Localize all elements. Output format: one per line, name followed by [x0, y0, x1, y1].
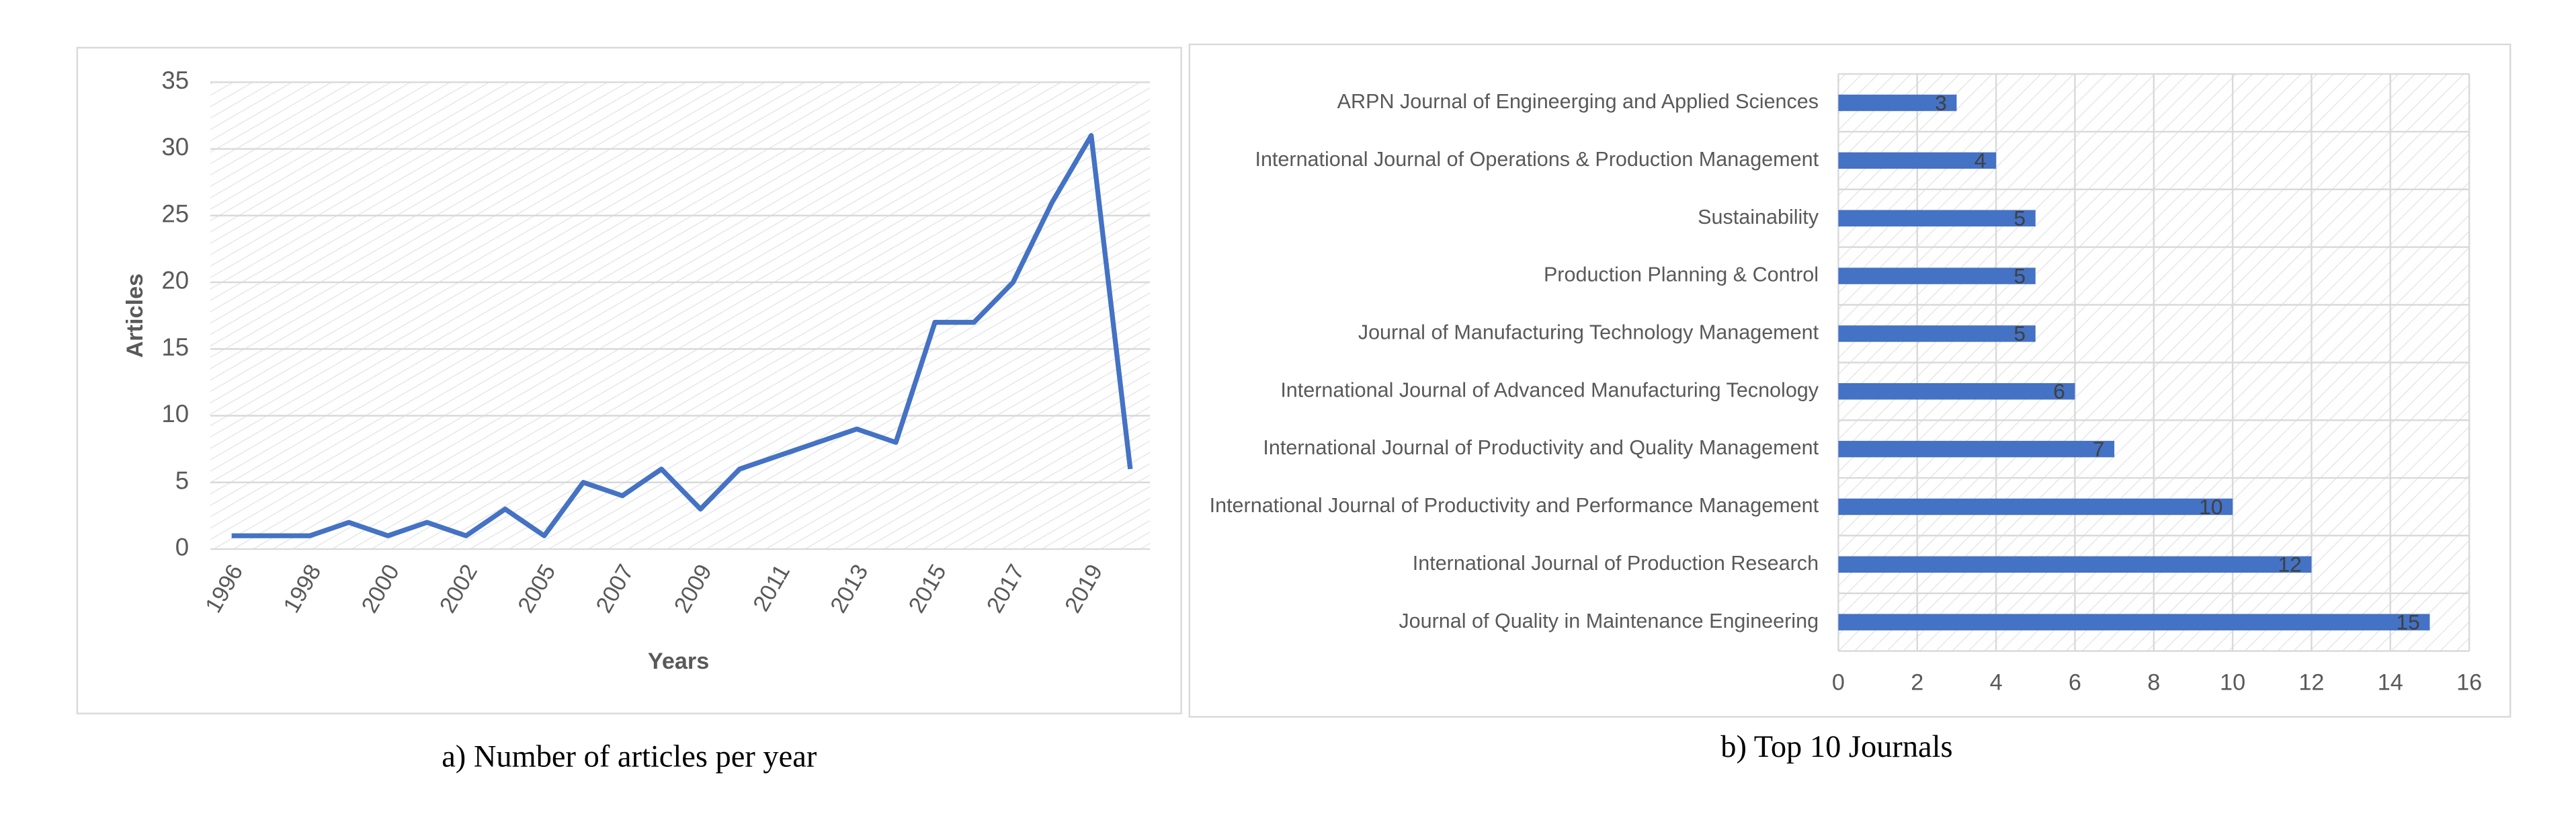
y-tick-label: 25 [161, 200, 189, 227]
x-tick-label: 14 [2378, 670, 2403, 696]
data-label: 4 [1975, 149, 1987, 173]
x-tick-label: 6 [2069, 670, 2081, 696]
data-label: 5 [2013, 263, 2026, 288]
data-label: 5 [2013, 321, 2026, 345]
bar [1838, 210, 2036, 227]
y-tick-label: 5 [175, 466, 189, 494]
caption: a) Number of articles per year [442, 740, 817, 774]
y-tick-label: International Journal of Production Rese… [1413, 552, 1819, 575]
x-tick-label: 16 [2456, 670, 2482, 696]
x-tick-label: 8 [2147, 670, 2160, 696]
bar [1838, 152, 1997, 169]
caption: b) Top 10 Journals [1720, 730, 1952, 764]
bar [1838, 440, 2115, 458]
y-tick-label: Journal of Manufacturing Technology Mana… [1358, 321, 1819, 343]
y-tick-label: Sustainability [1698, 206, 1819, 229]
bar [1838, 614, 2430, 630]
y-axis-label: Articles [122, 274, 148, 358]
y-tick-label: 0 [175, 534, 189, 561]
data-label: 10 [2199, 495, 2222, 519]
y-tick-label: International Journal of Operations & Pr… [1255, 148, 1819, 171]
plot-area [210, 82, 1151, 549]
x-tick-label: 10 [2220, 670, 2245, 696]
data-label: 15 [2396, 610, 2419, 634]
y-tick-label: Production Planning & Control [1544, 263, 1819, 286]
y-tick-label: Journal of Quality in Maintenance Engine… [1399, 610, 1819, 632]
y-tick-label: International Journal of Advanced Manufa… [1280, 378, 1819, 401]
x-tick-label: 2 [1911, 670, 1923, 696]
y-tick-label: International Journal of Productivity an… [1210, 494, 1819, 517]
data-label: 3 [1935, 91, 1947, 115]
bar [1838, 268, 2036, 284]
y-tick-label: 20 [161, 267, 189, 294]
bar [1838, 383, 2075, 400]
y-tick-label: ARPN Journal of Engineerging and Applied… [1337, 90, 1819, 113]
x-tick-label: 4 [1990, 670, 2003, 696]
data-label: 5 [2013, 206, 2026, 231]
x-tick-label: 12 [2298, 670, 2324, 696]
y-tick-label: 10 [161, 400, 189, 427]
x-tick-label: 0 [1832, 670, 1845, 696]
y-tick-label: 30 [161, 133, 189, 161]
bar [1838, 556, 2312, 573]
data-label: 6 [2053, 379, 2065, 403]
x-axis-label: Years [648, 649, 709, 674]
data-line [231, 133, 1133, 538]
bar [1838, 498, 2233, 516]
y-tick-label: 15 [161, 333, 189, 361]
data-label: 12 [2278, 552, 2301, 577]
bar [1838, 94, 1957, 112]
data-label: 7 [2093, 437, 2105, 461]
bar [1838, 325, 2036, 342]
y-tick-label: International Journal of Productivity an… [1263, 436, 1819, 459]
y-tick-label: 35 [161, 67, 189, 94]
